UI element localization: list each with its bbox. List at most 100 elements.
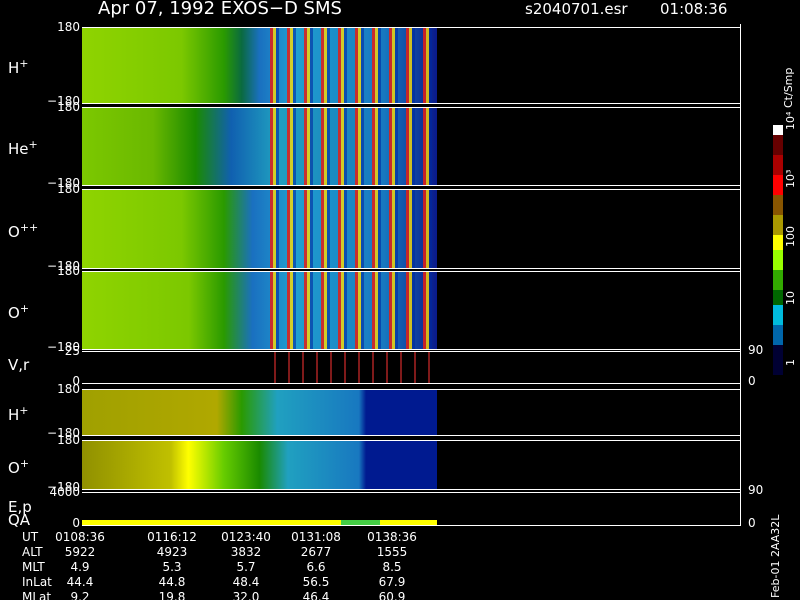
right-axis-label: 0	[748, 374, 756, 388]
right-axis	[740, 24, 741, 526]
panel-bottom-line	[82, 349, 740, 350]
footer-value: 19.8	[158, 590, 186, 600]
stripe-pattern	[262, 351, 437, 383]
footer-value: 0116:12	[147, 530, 197, 544]
panel-bottom-line	[82, 185, 740, 186]
colorbar-tick: 10⁴	[784, 111, 797, 130]
panel-bottom-line	[82, 435, 740, 436]
panel-label: O+	[8, 456, 30, 477]
panel-bottom-line	[82, 489, 740, 490]
title: Apr 07, 1992 EXOS−D SMS	[98, 0, 342, 19]
footer-value: 0131:08	[291, 530, 341, 544]
qa-bar	[82, 520, 437, 525]
axis-bottom-label: 0	[72, 374, 80, 388]
panel-top-line	[82, 351, 740, 352]
axis-bottom-label: −180	[47, 259, 80, 273]
panel-label: O+	[8, 302, 30, 322]
axis-bottom-label: 0	[72, 516, 80, 530]
footer-label: ALT	[22, 545, 43, 559]
axis-top-label: 25	[64, 344, 80, 358]
footer-value: 0138:36	[367, 530, 417, 544]
panel-top-line	[82, 389, 740, 390]
panel-label-sup: +	[19, 456, 30, 470]
panel-label: O++	[8, 220, 39, 241]
footer-value: 67.9	[378, 575, 406, 589]
file-name: s2040701.esr	[525, 0, 628, 18]
panel-top-line	[82, 27, 740, 28]
spectrogram	[82, 351, 437, 383]
time: 01:08:36	[660, 0, 728, 18]
axis-top-label: 4000	[49, 485, 80, 499]
spectrogram	[82, 440, 437, 489]
stripe-pattern	[262, 189, 437, 268]
panel-label: V,r	[8, 356, 30, 374]
footer-value: 5.3	[162, 560, 182, 574]
colorbar-tick: 100	[784, 226, 797, 247]
footer-value: 9.2	[70, 590, 90, 600]
footer-value: 60.9	[378, 590, 406, 600]
colorbar	[773, 125, 783, 375]
right-axis-label: 0	[748, 516, 756, 530]
axis-top-label: 180	[57, 264, 80, 278]
spectrogram	[82, 271, 437, 349]
colorbar-tick: 10³	[784, 169, 797, 188]
axis-bottom-label: −180	[47, 340, 80, 354]
footer-value: 44.4	[66, 575, 94, 589]
spectrogram	[82, 389, 437, 435]
right-axis-label: 90	[748, 483, 764, 497]
stripe-pattern	[262, 107, 437, 185]
panel-label-sup: +	[19, 57, 29, 70]
panel-label: H+	[8, 57, 29, 77]
spectrogram	[82, 189, 437, 268]
footer-value: 6.6	[306, 560, 326, 574]
footer-label: InLat	[22, 575, 52, 589]
axis-top-label: 180	[57, 100, 80, 114]
axis-top-label: 180	[57, 182, 80, 196]
side-label: Feb-01 2AA32L	[769, 514, 782, 598]
footer-label: MLT	[22, 560, 45, 574]
axis-bottom-label: −180	[47, 176, 80, 190]
stripe-pattern	[262, 27, 437, 103]
panel-bottom-line	[82, 525, 740, 526]
panel-bottom-line	[82, 268, 740, 269]
panel-top-line	[82, 440, 740, 441]
footer-value: 2677	[300, 545, 332, 559]
footer-value: 44.8	[158, 575, 186, 589]
footer-value: 1555	[376, 545, 408, 559]
axis-bottom-label: −180	[47, 94, 80, 108]
footer-value: 0108:36	[55, 530, 105, 544]
footer-value: 8.5	[382, 560, 402, 574]
panel-label: H+	[8, 404, 29, 424]
panel-label-2: QA	[8, 510, 31, 529]
spectrogram	[82, 492, 437, 525]
panel-label-sup: +	[19, 302, 30, 315]
colorbar-unit: Ct/Smp	[782, 67, 795, 108]
panel-top-line	[82, 107, 740, 108]
footer-value: 0123:40	[221, 530, 271, 544]
panel-top-line	[82, 271, 740, 272]
colorbar-tick: 10	[784, 291, 797, 305]
panel-top-line	[82, 189, 740, 190]
stripe-pattern	[262, 271, 437, 349]
spectrogram	[82, 107, 437, 185]
footer-value: 4.9	[70, 560, 90, 574]
colorbar-tick: 1	[784, 359, 797, 366]
axis-bottom-label: −180	[47, 426, 80, 440]
axis-top-label: 180	[57, 20, 80, 34]
panel-label-sup: +	[28, 138, 38, 151]
axis-bottom-label: −180	[47, 480, 80, 494]
panel-bottom-line	[82, 103, 740, 104]
footer-value: 5.7	[236, 560, 256, 574]
axis-top-label: 180	[57, 382, 80, 396]
footer-value: 3832	[230, 545, 262, 559]
footer-value: 4923	[156, 545, 188, 559]
footer-value: 56.5	[302, 575, 330, 589]
axis-top-label: 180	[57, 433, 80, 447]
panel-label-sup: ++	[19, 220, 39, 234]
panel-label-sup: +	[19, 404, 29, 417]
panel-label: E,p	[8, 497, 32, 516]
footer-value: 32.0	[232, 590, 260, 600]
spectrogram	[82, 27, 437, 103]
panel-label: He+	[8, 138, 38, 158]
